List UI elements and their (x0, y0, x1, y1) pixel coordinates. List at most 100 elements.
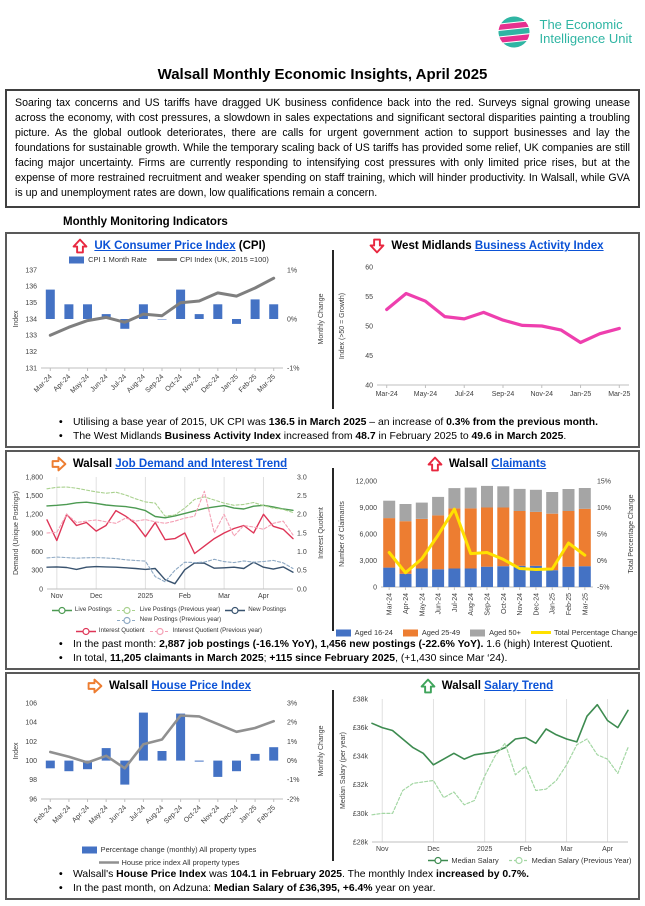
svg-text:Oct-24: Oct-24 (183, 805, 203, 825)
salary-chart: £28k £30k £32k £34k £36k £38k Median Salary (p… (338, 695, 636, 865)
svg-text:Apr: Apr (602, 846, 614, 853)
svg-text:Jun-24: Jun-24 (108, 805, 128, 825)
svg-text:45: 45 (365, 353, 373, 360)
bullet-item: In the past month, on Adzuna: Median Sal… (59, 882, 628, 896)
svg-text:Jul-24: Jul-24 (454, 391, 473, 398)
svg-text:Mar-25: Mar-25 (608, 391, 630, 398)
svg-text:Sep-24: Sep-24 (484, 593, 491, 616)
svg-text:-1%: -1% (287, 366, 299, 373)
svg-text:0%: 0% (597, 558, 607, 565)
svg-text:50: 50 (365, 324, 373, 331)
svg-text:1,200: 1,200 (25, 512, 43, 519)
svg-text:6,000: 6,000 (359, 532, 377, 539)
svg-text:1,500: 1,500 (25, 493, 43, 500)
svg-text:Mar-25: Mar-25 (582, 593, 589, 615)
svg-text:Nov-24: Nov-24 (200, 805, 221, 826)
logo-globe-icon (496, 14, 531, 50)
svg-text:Mar-24: Mar-24 (52, 805, 73, 826)
svg-text:1.0: 1.0 (297, 549, 307, 556)
chart-title-link[interactable]: Business Activity Index (474, 240, 604, 253)
svg-text:Total Percentage Change: Total Percentage Change (628, 495, 635, 574)
svg-text:106: 106 (25, 701, 37, 708)
chart-title-link[interactable]: Claimants (491, 458, 547, 471)
bullet-item: Walsall's House Price Index was 104.1 in… (59, 868, 628, 882)
svg-text:300: 300 (31, 568, 43, 575)
svg-text:Aug-24: Aug-24 (126, 374, 147, 395)
chart-title-link[interactable]: Salary Trend (484, 680, 554, 693)
chart-title-link[interactable]: House Price Index (151, 680, 252, 693)
svg-text:2%: 2% (287, 720, 297, 727)
legend-item: New Postings (Previous year) (116, 616, 221, 625)
svg-text:1%: 1% (287, 268, 297, 275)
section-cpi-business-activity: UK Consumer Price Index (CPI) CPI 1 Mont… (5, 232, 640, 449)
svg-text:55: 55 (365, 294, 373, 301)
svg-text:Mar-25: Mar-25 (256, 374, 277, 395)
legend-item: Interest Quotient (75, 627, 145, 636)
svg-text:2025: 2025 (476, 846, 492, 853)
svg-text:2.0: 2.0 (297, 512, 307, 519)
svg-text:3,000: 3,000 (359, 558, 377, 565)
panel-claimants: Walsall Claimants 0 3,000 6,000 9,000 12,000… (335, 454, 638, 637)
panel-divider (332, 250, 334, 410)
svg-text:Feb-24: Feb-24 (33, 805, 54, 826)
svg-text:Jan-25: Jan-25 (569, 391, 591, 398)
svg-text:Aug-24: Aug-24 (144, 805, 165, 826)
svg-text:40: 40 (365, 383, 373, 390)
svg-text:Oct-24: Oct-24 (500, 593, 507, 614)
panel-cpi: UK Consumer Price Index (CPI) CPI 1 Mont… (7, 236, 331, 415)
job-demand-chart: 0 300 600 900 1,200 1,500 1,800 Demand (Unique … (11, 473, 327, 636)
intro-paragraph: Soaring tax concerns and US tariffs have… (5, 89, 640, 209)
svg-text:2.5: 2.5 (297, 493, 307, 500)
svg-text:96: 96 (29, 797, 37, 804)
up-arrow-icon (72, 238, 88, 254)
svg-text:0: 0 (39, 587, 43, 594)
right-arrow-icon (51, 456, 67, 472)
logo-line1: The Economic (539, 16, 623, 32)
svg-text:Oct-24: Oct-24 (164, 374, 184, 394)
svg-text:£34k: £34k (352, 754, 368, 761)
svg-text:Mar: Mar (560, 846, 573, 853)
up-arrow-icon (427, 456, 443, 472)
report-header: The Economic Intelligence Unit (5, 6, 640, 64)
svg-text:60: 60 (365, 265, 373, 272)
svg-text:May-24: May-24 (69, 374, 91, 396)
svg-text:Apr-24: Apr-24 (402, 593, 409, 614)
panel-divider (332, 468, 334, 632)
svg-text:£30k: £30k (352, 811, 368, 818)
svg-text:9,000: 9,000 (359, 505, 377, 512)
svg-text:136: 136 (25, 284, 37, 291)
job-demand-title: Walsall Job Demand and Interest Trend (51, 456, 287, 472)
svg-text:£28k: £28k (352, 840, 368, 847)
legend-item: Aged 16-24 (335, 628, 393, 637)
svg-text:Mar: Mar (218, 593, 231, 600)
svg-text:134: 134 (25, 317, 37, 324)
svg-text:Nov: Nov (51, 593, 64, 600)
svg-text:0%: 0% (287, 758, 297, 765)
svg-text:Median Salary (per year): Median Salary (per year) (340, 732, 347, 809)
up-arrow-icon (420, 678, 436, 694)
chart-title-link[interactable]: Job Demand and Interest Trend (115, 458, 288, 471)
svg-text:Dec-24: Dec-24 (200, 374, 221, 395)
svg-text:131: 131 (25, 366, 37, 373)
svg-text:3%: 3% (287, 701, 297, 708)
legend-item: Percentage change (monthly) All property… (81, 846, 256, 854)
svg-text:-1%: -1% (287, 777, 299, 784)
svg-text:Dec: Dec (90, 593, 103, 600)
svg-text:£38k: £38k (352, 697, 368, 704)
svg-text:Feb-25: Feb-25 (238, 374, 259, 395)
cpi-chart: CPI 1 Month Rate CPI Index (UK, 2015 =100… (11, 255, 327, 415)
svg-text:Nov-24: Nov-24 (530, 391, 553, 398)
svg-text:Jul-24: Jul-24 (451, 593, 458, 612)
svg-text:Dec-24: Dec-24 (219, 805, 240, 826)
bullet-item: In total, 11,205 claimants in March 2025… (59, 652, 628, 666)
svg-text:Feb: Feb (179, 593, 191, 600)
svg-text:2025: 2025 (138, 593, 154, 600)
svg-text:Sep-24: Sep-24 (491, 391, 514, 398)
svg-text:0: 0 (373, 585, 377, 592)
svg-text:£32k: £32k (352, 782, 368, 789)
svg-text:3.0: 3.0 (297, 475, 307, 482)
legend-item: Total Percentage Change (530, 627, 638, 637)
chart-title-link[interactable]: UK Consumer Price Index (94, 240, 236, 253)
panel-divider (332, 690, 334, 862)
